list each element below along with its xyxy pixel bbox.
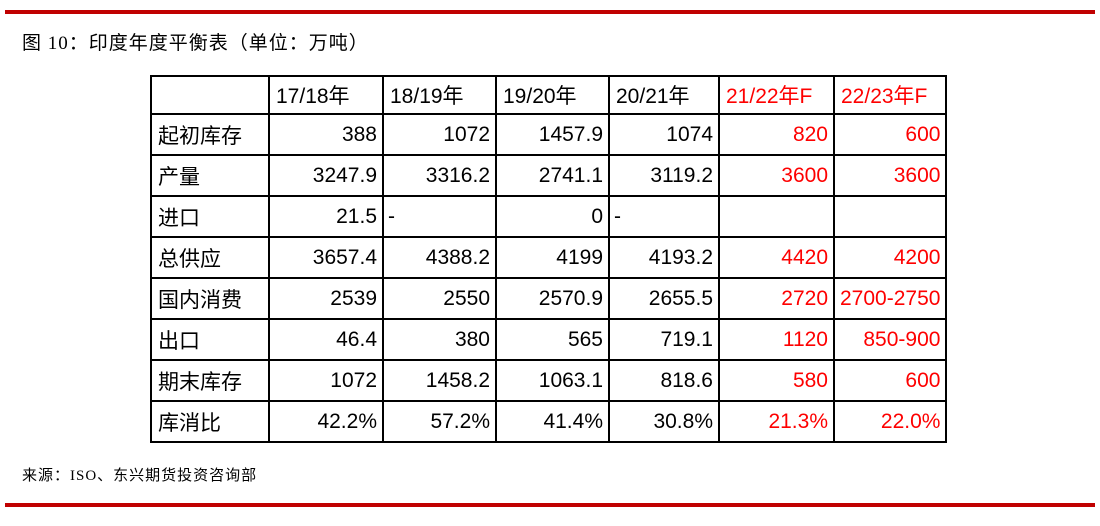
cell: 580 bbox=[718, 359, 835, 402]
row-label: 进口 bbox=[150, 195, 270, 238]
table-row: 出口 46.4 380 565 719.1 1120 850-900 bbox=[150, 318, 948, 361]
cell: 1458.2 bbox=[382, 359, 497, 402]
cell: 600 bbox=[832, 113, 948, 156]
table-body: 起初库存 388 1072 1457.9 1074 820 600 产量 3247.9 3316.… bbox=[150, 113, 948, 443]
cell bbox=[832, 195, 948, 238]
table-row: 期末库存 1072 1458.2 1063.1 818.6 580 600 bbox=[150, 359, 948, 402]
cell: 2550 bbox=[382, 277, 497, 320]
table-row: 总供应 3657.4 4388.2 4199 4193.2 4420 4200 bbox=[150, 236, 948, 279]
column-header: 20/21年 bbox=[608, 75, 720, 115]
cell: 3600 bbox=[832, 154, 948, 197]
row-label: 库消比 bbox=[150, 400, 270, 443]
cell: 41.4% bbox=[495, 400, 610, 443]
cell: 600 bbox=[832, 359, 948, 402]
cell: 1120 bbox=[718, 318, 835, 361]
cell: 820 bbox=[718, 113, 835, 156]
cell: 388 bbox=[268, 113, 384, 156]
cell: 3316.2 bbox=[382, 154, 497, 197]
top-red-rule bbox=[5, 10, 1095, 14]
cell: 380 bbox=[382, 318, 497, 361]
source-note: 来源：ISO、东兴期货投资咨询部 bbox=[22, 468, 258, 484]
row-label-header bbox=[150, 75, 270, 115]
figure-title: 图 10：印度年度平衡表（单位：万吨） bbox=[22, 33, 369, 54]
column-header: 19/20年 bbox=[495, 75, 610, 115]
cell: 42.2% bbox=[268, 400, 384, 443]
row-label: 起初库存 bbox=[150, 113, 270, 156]
row-label: 国内消费 bbox=[150, 277, 270, 320]
column-header: 17/18年 bbox=[268, 75, 384, 115]
cell: 3600 bbox=[718, 154, 835, 197]
cell: 4200 bbox=[832, 236, 948, 279]
cell bbox=[718, 195, 835, 238]
row-label: 产量 bbox=[150, 154, 270, 197]
cell: 2655.5 bbox=[608, 277, 720, 320]
cell: 22.0% bbox=[832, 400, 948, 443]
cell: 3119.2 bbox=[608, 154, 720, 197]
cell: 2539 bbox=[268, 277, 384, 320]
cell: 818.6 bbox=[608, 359, 720, 402]
cell: 1074 bbox=[608, 113, 720, 156]
column-header: 22/23年F bbox=[832, 75, 948, 115]
cell: 719.1 bbox=[608, 318, 720, 361]
cell: 3657.4 bbox=[268, 236, 384, 279]
cell: 850-900 bbox=[832, 318, 948, 361]
cell: 21.5 bbox=[268, 195, 384, 238]
cell: 46.4 bbox=[268, 318, 384, 361]
cell: 21.3% bbox=[718, 400, 835, 443]
column-header: 18/19年 bbox=[382, 75, 497, 115]
cell: 1072 bbox=[382, 113, 497, 156]
cell: 30.8% bbox=[608, 400, 720, 443]
cell: 4199 bbox=[495, 236, 610, 279]
table-row: 库消比 42.2% 57.2% 41.4% 30.8% 21.3% 22.0% bbox=[150, 400, 948, 443]
table-row: 起初库存 388 1072 1457.9 1074 820 600 bbox=[150, 113, 948, 156]
cell: 2720 bbox=[718, 277, 835, 320]
cell: 2700-2750 bbox=[832, 277, 948, 320]
column-header: 21/22年F bbox=[718, 75, 835, 115]
cell: 4193.2 bbox=[608, 236, 720, 279]
cell: - bbox=[608, 195, 720, 238]
row-label: 出口 bbox=[150, 318, 270, 361]
table-row: 国内消费 2539 2550 2570.9 2655.5 2720 2700-2750 bbox=[150, 277, 948, 320]
cell: 1063.1 bbox=[495, 359, 610, 402]
cell: 57.2% bbox=[382, 400, 497, 443]
row-label: 总供应 bbox=[150, 236, 270, 279]
cell: 1457.9 bbox=[495, 113, 610, 156]
cell: - bbox=[382, 195, 497, 238]
cell: 2741.1 bbox=[495, 154, 610, 197]
cell: 4420 bbox=[718, 236, 835, 279]
cell: 4388.2 bbox=[382, 236, 497, 279]
table-row: 进口 21.5-0- bbox=[150, 195, 948, 238]
cell: 565 bbox=[495, 318, 610, 361]
table-header-row: 17/18年 18/19年 19/20年 20/21年 21/22年F 22/23年F bbox=[150, 75, 948, 115]
cell: 0 bbox=[495, 195, 610, 238]
bottom-red-rule bbox=[5, 503, 1095, 507]
cell: 1072 bbox=[268, 359, 384, 402]
cell: 2570.9 bbox=[495, 277, 610, 320]
table-row: 产量 3247.9 3316.2 2741.1 3119.2 3600 3600 bbox=[150, 154, 948, 197]
cell: 3247.9 bbox=[268, 154, 384, 197]
balance-table: 17/18年 18/19年 19/20年 20/21年 21/22年F 22/23年F 起… bbox=[150, 75, 948, 443]
row-label: 期末库存 bbox=[150, 359, 270, 402]
